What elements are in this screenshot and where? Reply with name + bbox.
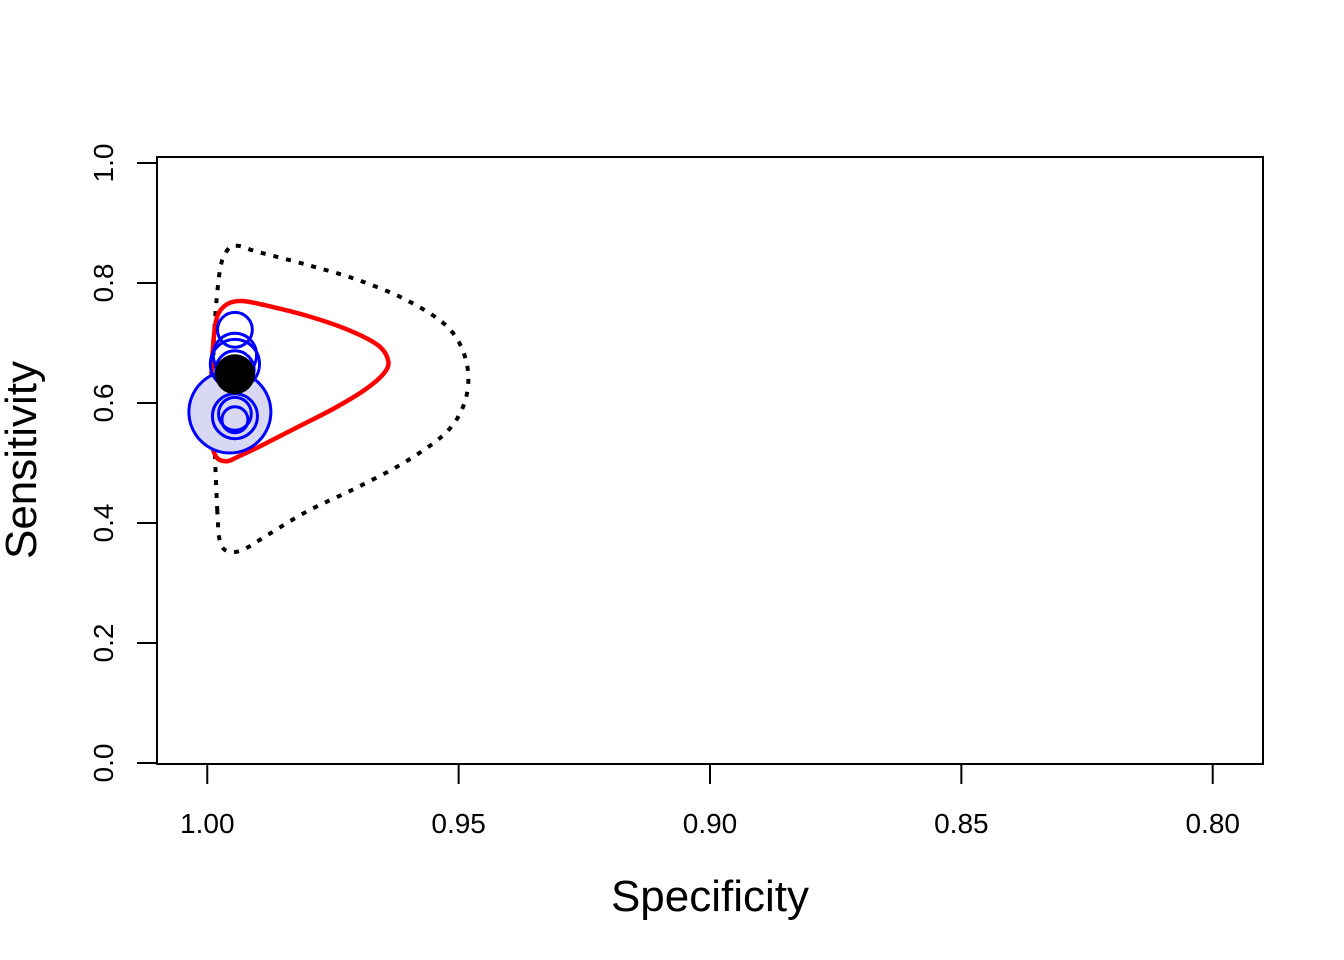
- x-axis: 1.00 0.95 0.90 0.85 0.80: [180, 763, 1240, 839]
- x-tick-label: 0.80: [1185, 808, 1240, 839]
- y-tick-label: 0.6: [88, 384, 119, 423]
- regions: [209, 243, 471, 555]
- x-axis-title: Specificity: [611, 872, 809, 921]
- confidence-region: [209, 298, 391, 464]
- y-tick-label: 0.0: [88, 744, 119, 783]
- plot-frame: [156, 156, 1264, 765]
- y-axis-title: Sensitivity: [0, 361, 46, 559]
- study-point: [220, 405, 250, 435]
- x-tick-label: 0.85: [934, 808, 989, 839]
- y-tick-label: 1.0: [88, 144, 119, 183]
- summary-point-group: [214, 354, 255, 395]
- study-point: [216, 310, 254, 349]
- y-tick-label: 0.2: [88, 624, 119, 663]
- x-tick-label: 1.00: [180, 808, 235, 839]
- y-tick-label: 0.8: [88, 264, 119, 303]
- x-tick-label: 0.95: [431, 808, 486, 839]
- y-axis: 0.0 0.2 0.4 0.6 0.8 1.0: [88, 144, 158, 783]
- summary-point: [214, 354, 255, 395]
- y-tick-label: 0.4: [88, 504, 119, 543]
- prediction-region: [211, 243, 471, 555]
- study-point: [217, 395, 253, 432]
- x-tick-label: 0.90: [683, 808, 738, 839]
